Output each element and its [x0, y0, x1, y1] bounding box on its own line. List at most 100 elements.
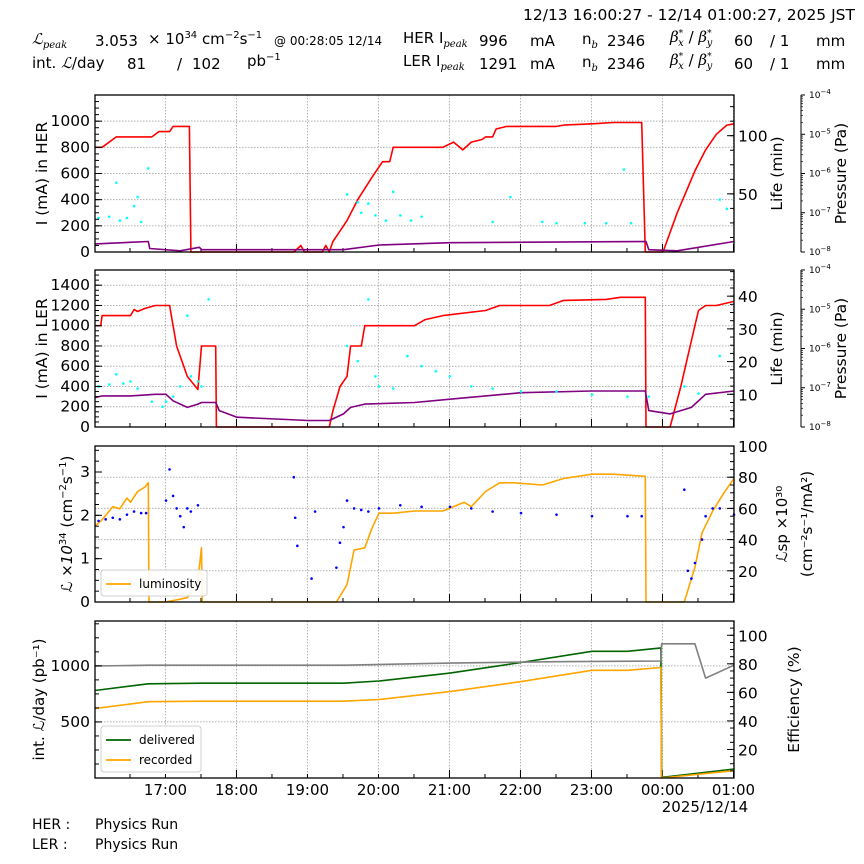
y-tick-label: 0: [80, 243, 90, 261]
x-tick-label: 01:00: [712, 781, 755, 799]
data-point: [115, 181, 118, 184]
data-point: [125, 216, 129, 220]
series-line: [94, 642, 735, 679]
ler-nb-label: nb: [582, 53, 598, 74]
pressure-axis-label: Pressure (Pa): [832, 298, 850, 399]
data-point: [622, 168, 626, 171]
data-point: [178, 385, 182, 388]
data-point: [718, 354, 722, 358]
y2-tick-label: 20: [738, 563, 758, 581]
data-point: [189, 375, 193, 378]
data-point: [97, 216, 100, 220]
intl-unit: pb−1: [247, 52, 281, 70]
data-point: [509, 195, 512, 199]
data-point: [186, 314, 189, 317]
pressure-tick-label: 10−6: [809, 342, 831, 355]
data-point: [115, 373, 118, 376]
data-point: [693, 561, 697, 565]
data-point: [491, 510, 494, 513]
data-point: [541, 220, 544, 224]
ler-ipeak-unit: mA: [530, 55, 555, 73]
her-beta-label: β*x / β*y: [670, 28, 713, 49]
y-tick-label: 1000: [51, 317, 90, 335]
pressure-tick-label: 10−8: [809, 245, 831, 258]
y-tick-label: 600: [60, 357, 90, 375]
ler-beta-unit: mm: [816, 55, 846, 73]
her-beta-unit: mm: [816, 32, 846, 50]
pressure-tick-label: 10−5: [809, 127, 831, 140]
series-line: [94, 473, 735, 603]
her-status-label: HER :: [32, 817, 71, 833]
x-tick-label: 17:00: [144, 781, 187, 799]
y-tick-label: 600: [60, 165, 90, 183]
pressure-tick-label: 10−5: [809, 302, 831, 315]
chart-panel-1: 0 200 400 600 800 1000 50 100 10−8 10−7 10−6 10−5 10…: [33, 88, 850, 261]
data-point: [420, 364, 423, 368]
data-point: [345, 499, 349, 502]
time-range: 12/13 16:00:27 - 12/14 01:00:27, 2025 JS…: [523, 6, 855, 24]
y2-tick-label: 100: [738, 438, 768, 456]
data-point: [118, 219, 122, 222]
data-point: [683, 385, 686, 388]
y-tick-label: 0: [80, 593, 90, 611]
data-point: [718, 198, 722, 201]
data-point: [626, 395, 629, 398]
y-tick-label: 1000: [51, 112, 90, 130]
data-point: [420, 505, 423, 509]
y2-tick-label: 20: [738, 354, 758, 372]
data-point: [359, 508, 363, 512]
her-beta-y: / 1: [770, 32, 790, 50]
x-tick-label: 21:00: [428, 781, 471, 799]
her-nb-label: nb: [582, 30, 598, 51]
data-point: [519, 390, 523, 393]
data-point: [164, 499, 168, 502]
y2-axis-label: Life (min): [768, 311, 786, 385]
y-tick-label: 0: [80, 418, 90, 436]
pressure-axis-label: Pressure (Pa): [832, 123, 850, 224]
data-point: [686, 569, 690, 573]
data-point: [377, 507, 381, 510]
data-point: [356, 359, 360, 363]
y-tick-label: 200: [60, 217, 90, 235]
data-point: [555, 513, 558, 516]
data-point: [125, 513, 129, 516]
her-ipeak-unit: mA: [530, 32, 555, 50]
y-tick-label: 400: [60, 191, 90, 209]
intl-delivered: 81: [127, 55, 147, 73]
data-point: [345, 193, 349, 196]
y-axis-label: I (mA) in HER: [33, 122, 51, 226]
y-tick-label: 1: [80, 550, 90, 568]
data-point: [196, 503, 200, 507]
y2-tick-label: 20: [738, 741, 758, 759]
ler-ipeak-label: LER Ipeak: [403, 52, 465, 73]
data-point: [335, 566, 338, 569]
data-point: [604, 221, 608, 225]
y2-tick-label: 40: [738, 288, 758, 306]
x-date-label: 2025/12/14: [662, 798, 748, 816]
y-tick-label: 1200: [51, 296, 90, 314]
data-point: [704, 514, 707, 518]
y-tick-label: 500: [60, 713, 90, 731]
data-point: [409, 219, 413, 222]
y2-axis-label-units: (cm⁻²s⁻¹/mA²): [798, 471, 816, 577]
y2-tick-label: 80: [738, 469, 758, 487]
ler-nb-value: 2346: [607, 55, 646, 73]
data-point: [420, 215, 423, 218]
data-point: [700, 538, 704, 541]
data-point: [342, 525, 345, 529]
pressure-tick-label: 10−4: [809, 263, 831, 276]
lpeak-value: 3.053: [95, 32, 138, 50]
data-point: [352, 507, 356, 510]
y-axis-label: ℒ ×1034 (cm−2s−1): [58, 456, 76, 593]
y-tick-label: 3: [80, 463, 90, 481]
data-point: [399, 503, 402, 507]
data-point: [132, 204, 136, 208]
data-point: [136, 387, 139, 390]
data-point: [590, 514, 594, 518]
ler-beta-x: 60: [734, 55, 754, 73]
pressure-tick-label: 10−7: [809, 381, 831, 394]
pressure-tick-label: 10−4: [809, 88, 831, 101]
data-point: [178, 514, 182, 518]
her-beta-x: 60: [734, 32, 754, 50]
